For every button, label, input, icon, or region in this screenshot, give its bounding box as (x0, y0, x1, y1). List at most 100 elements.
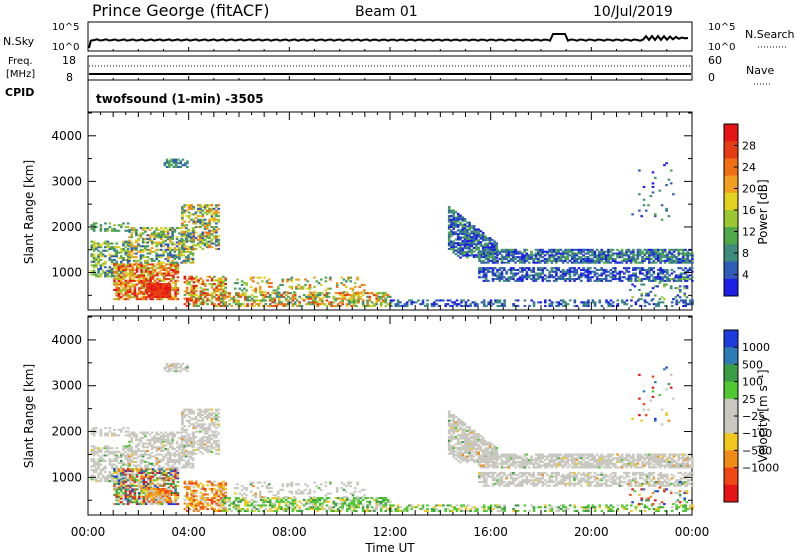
power-cell (147, 267, 150, 270)
power-cell (101, 271, 105, 274)
velocity-cell (150, 493, 153, 496)
power-cell (534, 274, 538, 277)
power-cell (375, 295, 378, 298)
power-cell (573, 259, 576, 262)
power-cell (113, 275, 116, 278)
velocity-cell (133, 477, 137, 480)
power-cell (505, 252, 508, 255)
power-cell (130, 227, 134, 230)
velocity-cell (124, 479, 128, 482)
power-cell (161, 288, 165, 291)
power-cell (312, 301, 315, 304)
power-cell (573, 248, 576, 251)
power-cell (115, 242, 118, 245)
velocity-cell (171, 448, 174, 451)
power-cell (155, 232, 158, 235)
power-cell (645, 278, 649, 281)
power-cell (298, 304, 301, 307)
velocity-cell (162, 457, 165, 460)
power-cell (215, 294, 218, 297)
power-cell (688, 267, 692, 270)
power-cell (463, 218, 467, 221)
velocity-cell (126, 484, 130, 487)
power-cell (373, 304, 376, 307)
power-cell (678, 296, 682, 299)
power-cell (647, 278, 650, 281)
velocity-cell (124, 488, 128, 491)
power-cell (507, 254, 511, 257)
power-cell (648, 272, 651, 275)
power-cell (217, 284, 221, 287)
velocity-cell (115, 490, 118, 493)
velocity-cell (132, 431, 136, 434)
power-cell (468, 225, 471, 228)
power-cell (132, 247, 136, 250)
velocity-cell (104, 476, 107, 479)
power-cell (215, 226, 218, 229)
power-cell (150, 294, 153, 297)
power-cell (450, 235, 453, 238)
power-cell (456, 216, 460, 219)
power-cell (201, 281, 205, 284)
velocity-cell (113, 450, 116, 453)
velocity-cell (120, 493, 123, 496)
power-cell (177, 165, 180, 168)
velocity-cell (99, 434, 103, 437)
noise-trace (88, 33, 689, 49)
power-cell (478, 268, 481, 271)
power-cell (126, 283, 130, 286)
colorbar-tick-label: 16 (742, 204, 756, 217)
power-cell (686, 303, 690, 306)
power-cell (475, 254, 478, 257)
power-cell (155, 241, 158, 244)
power-cell (224, 295, 227, 298)
velocity-cell (117, 495, 121, 498)
velocity-cell (95, 450, 98, 453)
power-cell (550, 274, 554, 277)
velocity-cell (92, 434, 96, 437)
power-cell (557, 257, 560, 260)
velocity-cell (178, 444, 181, 447)
power-cell (290, 280, 294, 283)
velocity-cell (95, 430, 98, 433)
power-cell (115, 263, 118, 266)
power-cell (475, 248, 478, 251)
power-cell (570, 261, 574, 264)
power-cell (521, 261, 524, 264)
power-cell (174, 270, 177, 273)
velocity-cell (144, 460, 147, 463)
power-cell (642, 185, 646, 188)
velocity-cell (144, 482, 148, 485)
power-cell (503, 261, 506, 264)
power-cell (672, 270, 676, 273)
power-cell (532, 304, 536, 307)
power-cell (155, 248, 158, 251)
power-cell (237, 299, 240, 302)
power-cell (352, 297, 356, 300)
power-cell (316, 292, 320, 295)
power-cell (659, 301, 663, 304)
power-cell (255, 295, 258, 298)
power-cell (168, 283, 172, 286)
power-cell (131, 279, 134, 282)
power-cell (661, 250, 665, 253)
power-cell (321, 297, 324, 300)
power-cell (321, 292, 324, 295)
velocity-cell (180, 455, 183, 458)
power-cell (149, 281, 152, 284)
n-search-label: N.Search (745, 28, 795, 41)
velocity-cell (120, 486, 123, 489)
power-cell (264, 294, 267, 297)
power-cell (634, 272, 637, 275)
power-cell (244, 294, 247, 297)
power-cell (472, 250, 476, 253)
velocity-cell (113, 434, 116, 437)
power-cell (172, 296, 175, 299)
power-cell (129, 288, 132, 291)
power-cell (173, 256, 177, 259)
power-cell (580, 259, 583, 262)
power-cell (354, 285, 357, 288)
power-cell (217, 204, 220, 207)
power-cell (557, 248, 560, 251)
power-cell (108, 271, 112, 274)
